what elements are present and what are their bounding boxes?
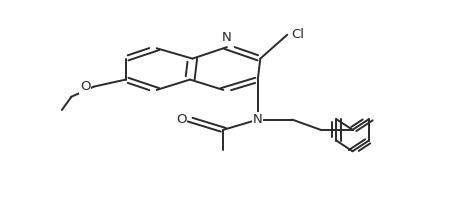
Text: O: O <box>80 80 90 93</box>
Text: Cl: Cl <box>291 28 304 41</box>
Text: O: O <box>176 113 186 126</box>
Text: N: N <box>222 31 232 44</box>
Text: N: N <box>253 113 263 126</box>
